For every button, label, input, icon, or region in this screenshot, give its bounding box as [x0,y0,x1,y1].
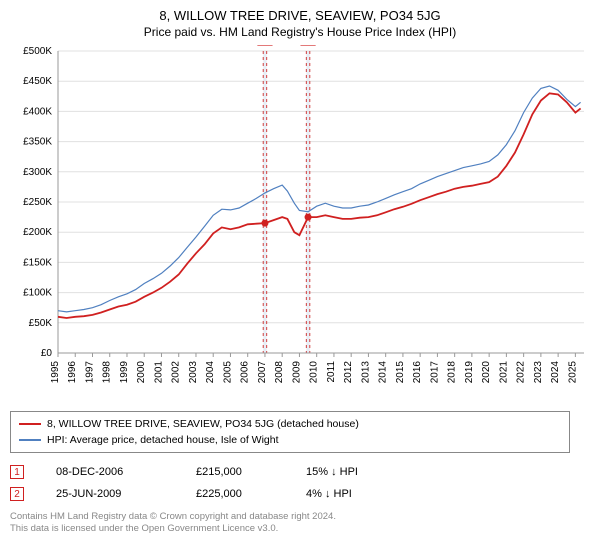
sale-date-1: 08-DEC-2006 [56,466,196,478]
svg-text:£50K: £50K [29,318,53,329]
chart-title-subtitle: Price paid vs. HM Land Registry's House … [10,25,590,39]
svg-text:2007: 2007 [257,361,268,384]
svg-text:2023: 2023 [533,361,544,384]
chart-svg: £0 £50K £100K £150K £200K £250K £300K £350K £400… [10,45,590,405]
svg-text:2015: 2015 [395,361,406,384]
svg-text:1995: 1995 [50,361,61,384]
legend-label-price-paid: 8, WILLOW TREE DRIVE, SEAVIEW, PO34 5JG … [47,418,359,430]
svg-text:2003: 2003 [188,361,199,384]
sale-price-2: £225,000 [196,488,306,500]
sale-marker-1: 1 [10,465,24,479]
svg-text:2011: 2011 [326,361,337,383]
svg-text:£500K: £500K [23,46,52,57]
sale-price-1: £215,000 [196,466,306,478]
svg-text:2008: 2008 [274,361,285,384]
svg-text:2009: 2009 [291,361,302,384]
footer-line-1: Contains HM Land Registry data © Crown c… [10,511,590,523]
sale-diff-2: 4% ↓ HPI [306,488,416,500]
svg-text:£0: £0 [41,348,53,359]
sale-row-1: 1 08-DEC-2006 £215,000 15% ↓ HPI [10,461,590,483]
svg-text:£400K: £400K [23,106,52,117]
svg-text:2025: 2025 [567,361,578,384]
svg-text:£200K: £200K [23,227,52,238]
footer-line-2: This data is licensed under the Open Gov… [10,523,590,535]
sale-diff-1: 15% ↓ HPI [306,466,416,478]
svg-text:1999: 1999 [119,361,130,384]
svg-text:2005: 2005 [222,361,233,384]
svg-text:2016: 2016 [412,361,423,384]
legend-item-price-paid: 8, WILLOW TREE DRIVE, SEAVIEW, PO34 5JG … [19,416,561,432]
svg-text:2004: 2004 [205,361,216,384]
legend-swatch-red [19,423,41,425]
svg-text:2000: 2000 [136,361,147,384]
svg-text:2020: 2020 [481,361,492,384]
sale-marker-2: 2 [10,487,24,501]
svg-text:2012: 2012 [343,361,354,384]
svg-text:2017: 2017 [429,361,440,384]
svg-text:2010: 2010 [309,361,320,384]
svg-text:2002: 2002 [171,361,182,384]
svg-text:1998: 1998 [102,361,113,384]
svg-text:£250K: £250K [23,197,52,208]
svg-text:1996: 1996 [67,361,78,384]
chart-plot-area: £0 £50K £100K £150K £200K £250K £300K £350K £400… [10,45,590,405]
svg-text:2019: 2019 [464,361,475,384]
sales-table: 1 08-DEC-2006 £215,000 15% ↓ HPI 2 25-JU… [10,461,590,505]
svg-text:£150K: £150K [23,257,52,268]
svg-text:2022: 2022 [516,361,527,384]
legend-item-hpi: HPI: Average price, detached house, Isle… [19,432,561,448]
legend-swatch-blue [19,439,41,440]
svg-text:2014: 2014 [378,361,389,384]
sale-date-2: 25-JUN-2009 [56,488,196,500]
svg-text:£450K: £450K [23,76,52,87]
chart-title-address: 8, WILLOW TREE DRIVE, SEAVIEW, PO34 5JG [10,8,590,23]
svg-text:2021: 2021 [498,361,509,384]
svg-text:2006: 2006 [240,361,251,384]
chart-container: 8, WILLOW TREE DRIVE, SEAVIEW, PO34 5JG … [0,0,600,560]
svg-text:2013: 2013 [360,361,371,384]
sale-row-2: 2 25-JUN-2009 £225,000 4% ↓ HPI [10,483,590,505]
svg-text:£100K: £100K [23,288,52,299]
svg-text:£350K: £350K [23,137,52,148]
svg-text:1997: 1997 [84,361,95,384]
svg-text:£300K: £300K [23,167,52,178]
legend-box: 8, WILLOW TREE DRIVE, SEAVIEW, PO34 5JG … [10,411,570,453]
svg-text:2001: 2001 [153,361,164,384]
svg-text:2024: 2024 [550,361,561,384]
svg-text:2018: 2018 [447,361,458,384]
legend-label-hpi: HPI: Average price, detached house, Isle… [47,434,279,446]
footer-attribution: Contains HM Land Registry data © Crown c… [10,511,590,536]
